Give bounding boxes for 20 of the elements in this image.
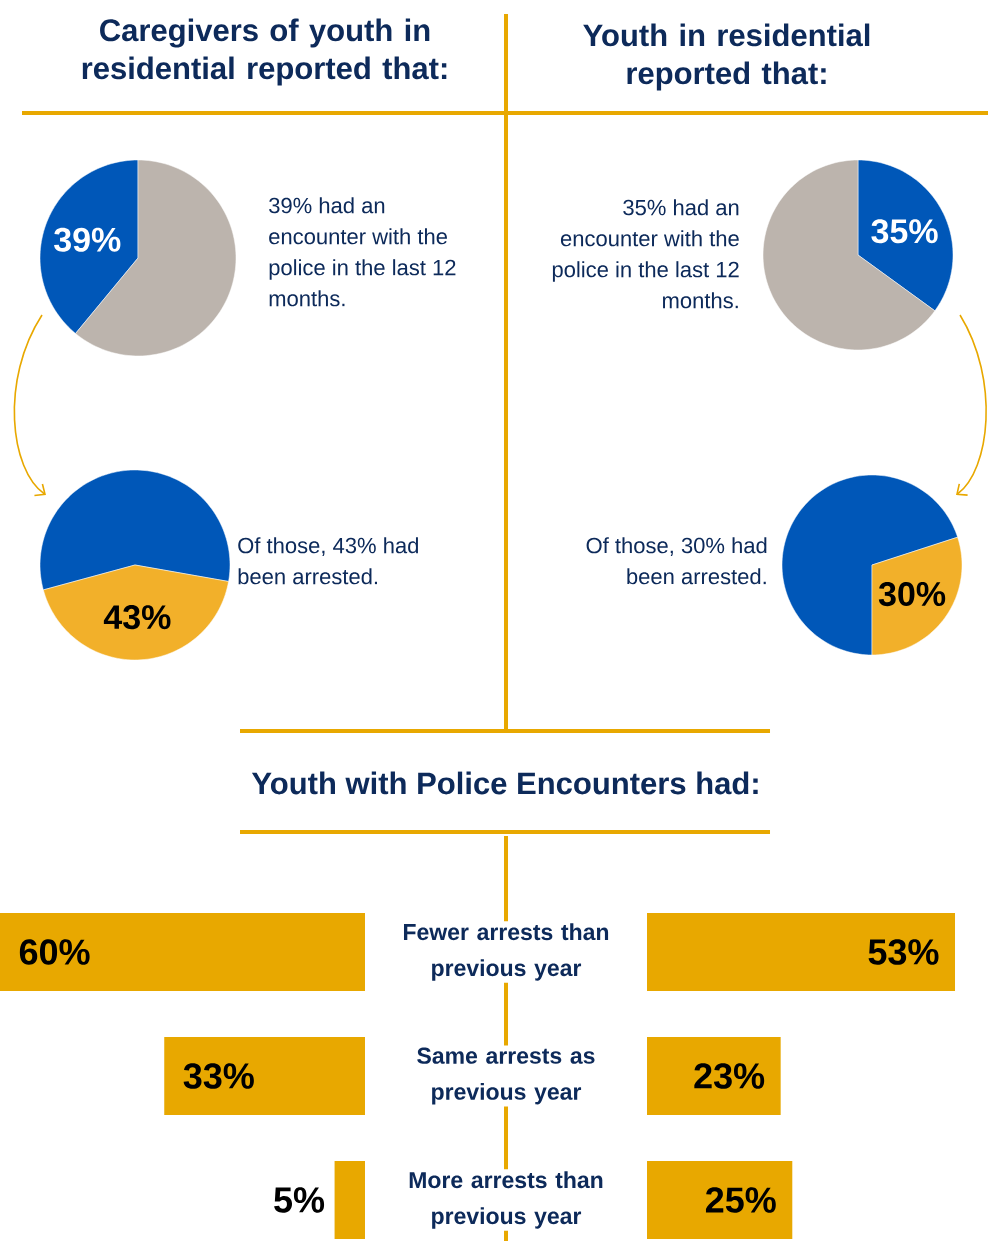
- data-label: 60%: [19, 939, 90, 965]
- data-label: 35%: [871, 219, 938, 244]
- y-tick-label: Fewer arrests than previous year: [403, 923, 609, 981]
- chart-title: Caregivers of youth in residential reported that:: [82, 18, 447, 86]
- y-tick-label: Same arrests as previous year: [417, 1047, 595, 1105]
- data-label: 43%: [103, 605, 171, 630]
- text: Of those, 30% had been arrested.: [586, 537, 767, 585]
- text: 39% had an encounter with the police in the last 12 months.: [269, 197, 456, 307]
- data-label: 30%: [878, 582, 946, 607]
- data-label: 5%: [274, 1187, 325, 1213]
- text: Of those, 43% had been arrested.: [238, 537, 418, 585]
- data-label: 33%: [183, 1063, 254, 1089]
- text: 35% had an encounter with the police in the last 12 months.: [552, 199, 739, 309]
- data-label: 53%: [868, 939, 939, 965]
- data-label: 23%: [694, 1063, 765, 1089]
- text: Youth with Police Encounters had:: [251, 771, 758, 795]
- chart-title: Youth in residential reported that:: [583, 23, 870, 91]
- data-label: 39%: [54, 227, 121, 252]
- data-label: 25%: [705, 1187, 776, 1213]
- y-tick-label: More arrests than previous year: [409, 1171, 603, 1229]
